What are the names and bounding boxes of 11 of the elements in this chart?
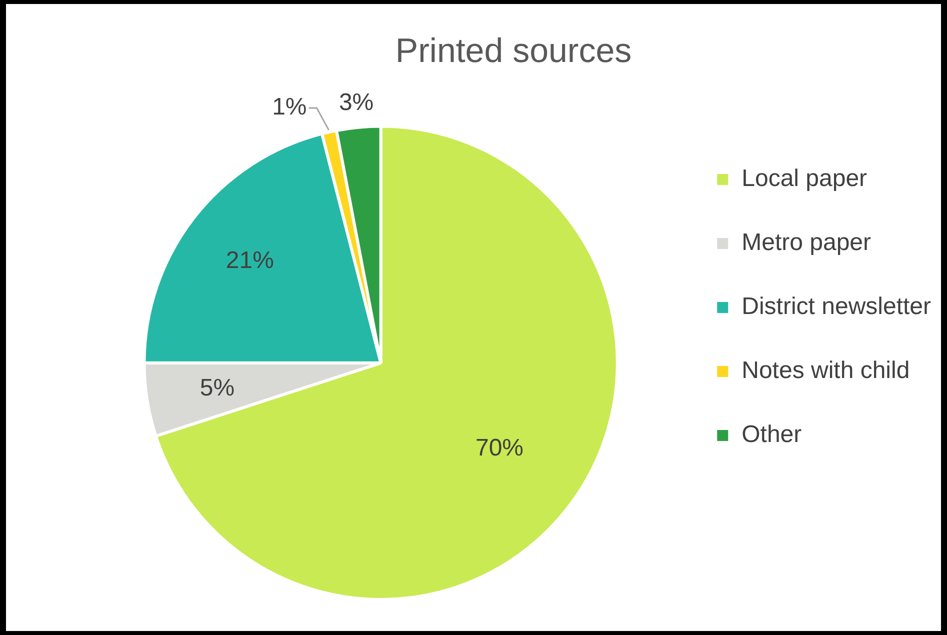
data-label: 5% xyxy=(200,374,235,402)
chart-title: Printed sources xyxy=(395,32,632,70)
data-label: 1% xyxy=(272,94,307,121)
legend-label: Metro paper xyxy=(742,229,872,256)
legend-label: Local paper xyxy=(742,165,868,192)
legend-label: District newsletter xyxy=(742,293,932,320)
data-label: 3% xyxy=(338,89,374,116)
legend-label: Notes with child xyxy=(742,357,910,384)
legend-label: Other xyxy=(742,421,802,448)
data-label: 21% xyxy=(226,247,274,274)
data-label: 70% xyxy=(475,434,524,462)
